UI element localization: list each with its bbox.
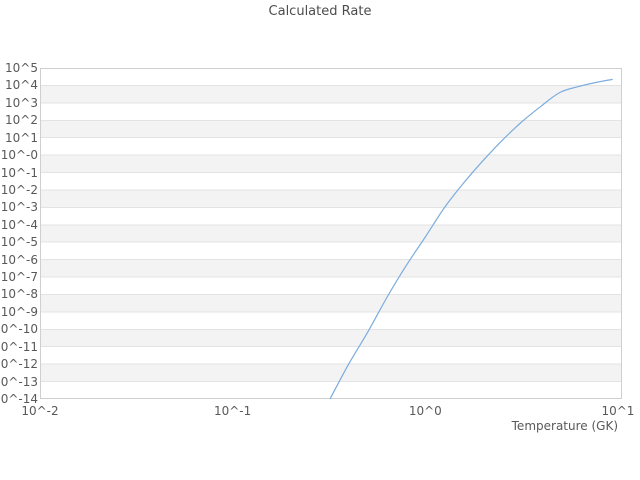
x-tick-label: 10^-2 <box>21 404 59 418</box>
plot-area <box>40 68 622 399</box>
decade-band <box>40 294 622 312</box>
decade-band <box>40 364 622 382</box>
y-tick-label: 10^-10 <box>0 322 38 337</box>
y-tick-label: 10^-8 <box>0 287 38 302</box>
y-tick-label: 10^-5 <box>0 235 38 250</box>
rate-curve <box>329 78 613 399</box>
y-tick-label: 10^-0 <box>0 148 38 163</box>
y-tick-label: 10^-14 <box>0 392 38 406</box>
decade-band <box>40 189 622 208</box>
y-tick-label: 10^-9 <box>0 304 38 319</box>
y-tick-label: 10^-11 <box>0 339 38 354</box>
x-tick-label: 10^1 <box>601 404 635 418</box>
y-tick-label: 10^-12 <box>0 357 38 372</box>
y-tick-label: 10^-4 <box>0 217 38 232</box>
y-tick-label: 10^-3 <box>0 200 38 215</box>
x-axis-title: Temperature (GK) <box>511 419 618 433</box>
decade-band <box>40 155 622 173</box>
x-tick-label: 10^-1 <box>213 404 252 418</box>
decade-band <box>40 259 622 278</box>
y-tick-label: 10^-7 <box>0 270 38 285</box>
x-tick-label: 10^0 <box>408 404 442 418</box>
y-tick-label: 10^1 <box>5 130 38 145</box>
decade-band <box>40 224 622 243</box>
decade-band <box>40 120 622 138</box>
y-tick-label: 10^-13 <box>0 374 38 389</box>
chart-title: Calculated Rate <box>268 4 372 19</box>
y-tick-label: 10^-2 <box>0 182 38 197</box>
y-tick-label: 10^4 <box>5 78 38 93</box>
y-tick-label: 10^5 <box>5 61 38 75</box>
y-tick-label: 10^3 <box>5 95 38 110</box>
y-tick-label: 10^2 <box>5 113 38 128</box>
plot-border <box>40 68 622 399</box>
y-tick-label: 10^-1 <box>0 165 38 180</box>
decade-band <box>40 85 622 103</box>
y-tick-label: 10^-6 <box>0 252 38 267</box>
decade-band <box>40 329 622 347</box>
